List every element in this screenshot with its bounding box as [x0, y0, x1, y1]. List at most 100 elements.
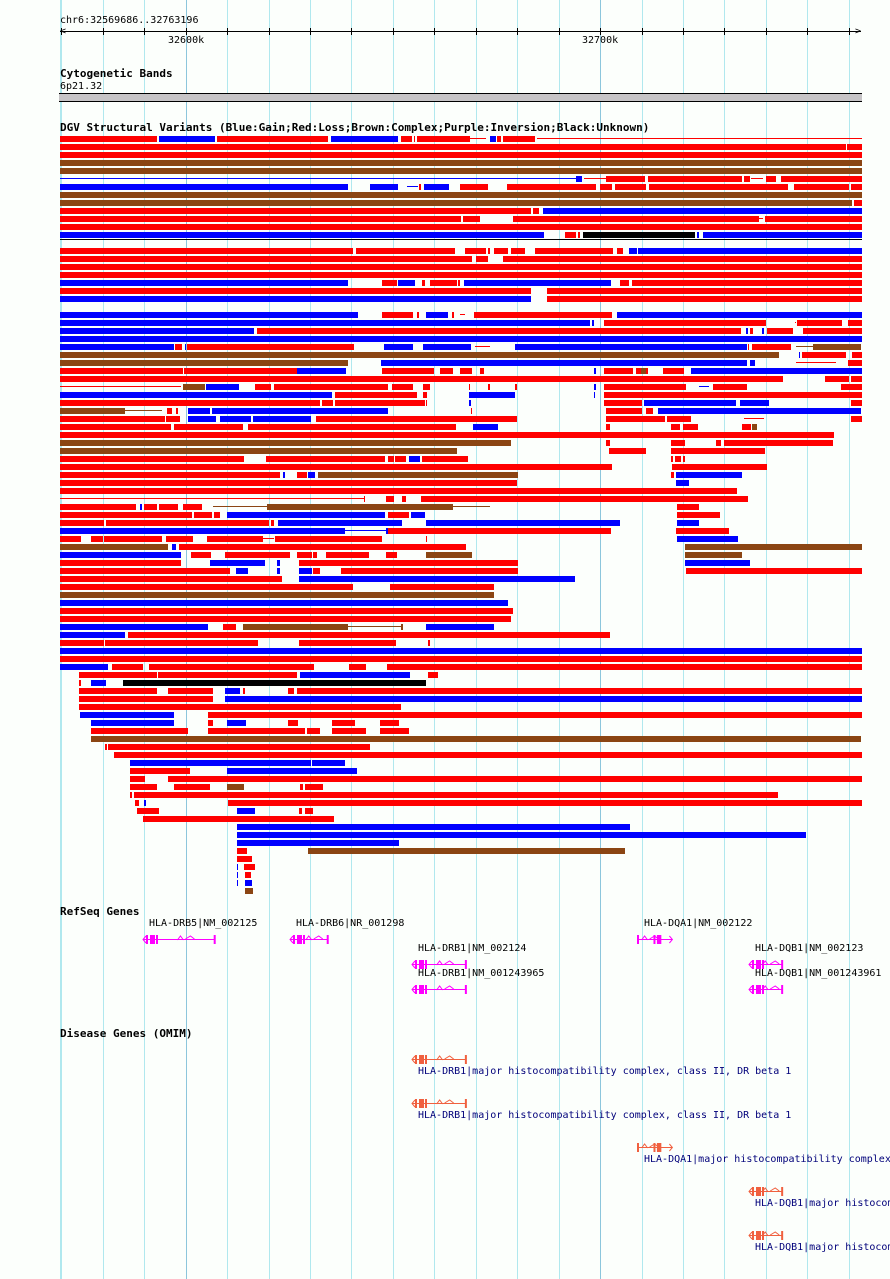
variant-segment[interactable] [244, 864, 255, 870]
variant-segment[interactable] [60, 608, 513, 614]
variant-segment[interactable] [799, 352, 800, 358]
variant-segment[interactable] [426, 520, 620, 526]
variant-segment[interactable] [503, 136, 535, 142]
variant-segment[interactable] [356, 248, 395, 254]
variant-segment[interactable] [255, 384, 271, 390]
variant-segment[interactable] [60, 192, 862, 198]
variant-segment[interactable] [237, 880, 238, 886]
refseq-gene-label[interactable]: HLA-DRB1|NM_002124 [418, 943, 527, 954]
variant-segment[interactable] [225, 688, 240, 694]
variant-segment[interactable] [175, 344, 182, 350]
variant-segment[interactable] [210, 560, 265, 566]
variant-segment[interactable] [236, 568, 248, 574]
variant-segment[interactable] [79, 672, 157, 678]
variant-segment[interactable] [228, 800, 862, 806]
variant-segment[interactable] [382, 280, 397, 286]
variant-segment[interactable] [237, 856, 252, 862]
variant-segment[interactable] [430, 280, 457, 286]
variant-segment[interactable] [60, 256, 472, 262]
variant-segment[interactable] [60, 368, 183, 374]
variant-segment[interactable] [134, 792, 778, 798]
variant-segment[interactable] [604, 392, 862, 398]
variant-segment[interactable] [533, 208, 539, 214]
variant-segment[interactable] [245, 872, 251, 878]
variant-segment[interactable] [388, 456, 394, 462]
variant-segment[interactable] [237, 872, 238, 878]
variant-segment[interactable] [108, 744, 370, 750]
variant-segment[interactable] [683, 456, 685, 462]
variant-segment[interactable] [600, 184, 612, 190]
variant-segment[interactable] [488, 248, 490, 254]
variant-segment[interactable] [424, 512, 425, 518]
variant-segment[interactable] [766, 176, 776, 182]
variant-segment[interactable] [490, 136, 496, 142]
variant-segment[interactable] [426, 624, 494, 630]
variant-segment[interactable] [191, 552, 211, 558]
variant-segment[interactable] [274, 384, 388, 390]
variant-segment[interactable] [750, 328, 753, 334]
variant-segment[interactable] [225, 696, 862, 702]
variant-segment[interactable] [511, 248, 525, 254]
variant-segment[interactable] [648, 176, 742, 182]
omim-gene-model-forward-icon[interactable] [634, 1138, 676, 1152]
variant-segment[interactable] [130, 776, 145, 782]
variant-segment[interactable] [79, 680, 81, 686]
variant-segment[interactable] [424, 184, 449, 190]
variant-segment[interactable] [644, 400, 736, 406]
variant-segment[interactable] [60, 568, 230, 574]
variant-segment[interactable] [60, 576, 282, 582]
variant-segment[interactable] [60, 648, 862, 654]
variant-segment[interactable] [476, 256, 488, 262]
variant-segment[interactable] [675, 456, 681, 462]
variant-segment[interactable] [60, 632, 125, 638]
variant-segment[interactable] [60, 184, 348, 190]
variant-segment[interactable] [220, 416, 251, 422]
variant-segment[interactable] [583, 232, 695, 238]
variant-segment[interactable] [802, 352, 846, 358]
variant-segment[interactable] [428, 640, 430, 646]
variant-segment[interactable] [594, 392, 595, 398]
variant-segment[interactable] [225, 552, 290, 558]
variant-segment[interactable] [60, 480, 517, 486]
variant-segment[interactable] [677, 504, 699, 510]
variant-segment[interactable] [237, 832, 806, 838]
variant-segment[interactable] [60, 400, 320, 406]
variant-segment[interactable] [130, 768, 190, 774]
variant-segment[interactable] [183, 504, 202, 510]
variant-segment[interactable] [380, 720, 399, 726]
variant-segment[interactable] [105, 640, 258, 646]
variant-segment[interactable] [617, 248, 623, 254]
variant-segment[interactable] [335, 392, 417, 398]
omim-gene-label[interactable]: HLA-DRB1|major histocompatibility comple… [418, 1110, 792, 1121]
variant-segment[interactable] [223, 624, 236, 630]
variant-segment[interactable] [185, 344, 186, 350]
variant-segment[interactable] [300, 784, 303, 790]
variant-segment[interactable] [606, 424, 610, 430]
variant-segment[interactable] [79, 688, 157, 694]
variant-segment[interactable] [179, 544, 466, 550]
variant-segment[interactable] [513, 216, 759, 222]
variant-segment[interactable] [212, 408, 388, 414]
variant-segment[interactable] [578, 232, 580, 238]
variant-segment[interactable] [452, 312, 454, 318]
variant-segment[interactable] [386, 552, 397, 558]
variant-segment[interactable] [159, 504, 178, 510]
variant-segment[interactable] [841, 384, 862, 390]
variant-segment[interactable] [617, 312, 862, 318]
variant-segment[interactable] [767, 328, 793, 334]
variant-segment[interactable] [677, 512, 720, 518]
variant-segment[interactable] [91, 720, 174, 726]
variant-segment[interactable] [60, 160, 862, 166]
variant-segment[interactable] [604, 368, 633, 374]
variant-segment[interactable] [206, 384, 239, 390]
variant-segment[interactable] [60, 520, 104, 526]
variant-segment[interactable] [312, 760, 345, 766]
variant-segment[interactable] [576, 176, 582, 182]
variant-segment[interactable] [615, 184, 646, 190]
refseq-gene-label[interactable]: HLA-DRB1|NM_001243965 [418, 968, 545, 979]
variant-segment[interactable] [60, 280, 348, 286]
variant-segment[interactable] [176, 408, 178, 414]
variant-segment[interactable] [237, 824, 630, 830]
variant-segment[interactable] [409, 456, 420, 462]
variant-segment[interactable] [382, 312, 413, 318]
